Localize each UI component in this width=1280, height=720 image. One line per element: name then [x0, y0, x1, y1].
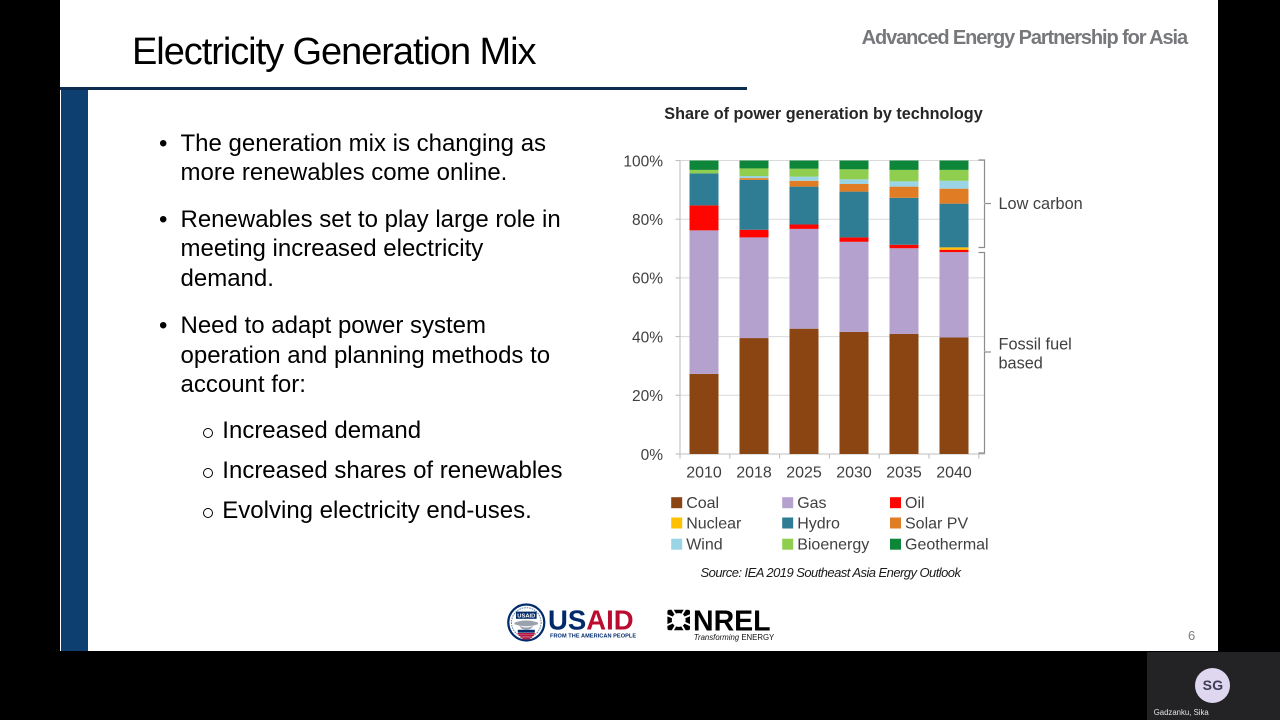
svg-text:Nuclear: Nuclear [686, 515, 742, 532]
svg-text:Hydro: Hydro [797, 515, 840, 532]
svg-text:Bioenergy: Bioenergy [797, 537, 869, 554]
svg-text:Wind: Wind [686, 537, 722, 554]
svg-text:NREL: NREL [693, 606, 771, 638]
svg-text:Coal: Coal [686, 495, 719, 512]
svg-text:USAID: USAID [548, 605, 634, 636]
svg-text:Fossil fuel: Fossil fuel [999, 336, 1072, 354]
svg-text:60%: 60% [632, 271, 663, 288]
svg-text:80%: 80% [632, 212, 663, 229]
svg-text:Solar PV: Solar PV [905, 515, 968, 532]
svg-text:Geothermal: Geothermal [905, 537, 989, 554]
svg-text:2035: 2035 [886, 465, 922, 482]
svg-text:Source: IEA 2019 Southeast Asi: Source: IEA 2019 Southeast Asia Energy O… [701, 565, 963, 580]
svg-text:FROM THE AMERICAN PEOPLE: FROM THE AMERICAN PEOPLE [550, 634, 636, 640]
svg-text:40%: 40% [632, 329, 663, 346]
svg-text:2018: 2018 [736, 465, 772, 482]
svg-text:2025: 2025 [786, 465, 822, 482]
svg-text:Share of power generation by t: Share of power generation by technology [664, 105, 982, 123]
svg-text:20%: 20% [632, 388, 663, 405]
svg-text:2010: 2010 [686, 465, 722, 482]
svg-text:based: based [999, 355, 1043, 373]
svg-text:2040: 2040 [936, 465, 972, 482]
svg-text:Transforming ENERGY: Transforming ENERGY [694, 633, 775, 642]
svg-text:USAID: USAID [517, 614, 535, 620]
svg-text:Oil: Oil [905, 495, 925, 512]
svg-text:0%: 0% [641, 447, 664, 464]
svg-text:100%: 100% [623, 153, 663, 170]
svg-text:Low carbon: Low carbon [999, 195, 1083, 213]
svg-text:2030: 2030 [836, 465, 872, 482]
svg-text:Gas: Gas [797, 495, 826, 512]
